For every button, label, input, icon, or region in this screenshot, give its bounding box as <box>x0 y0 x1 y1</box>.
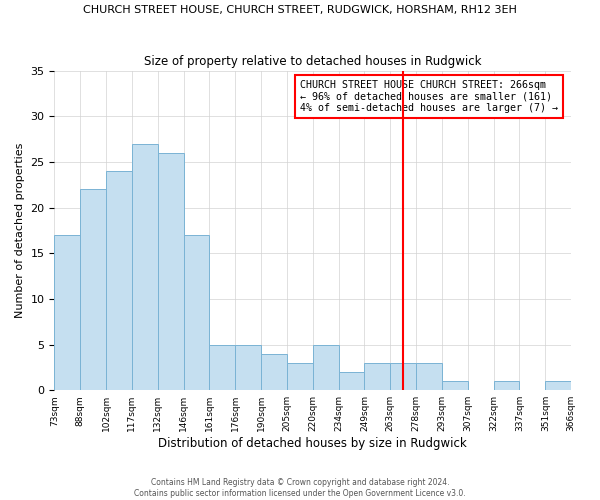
Bar <box>55 235 80 390</box>
X-axis label: Distribution of detached houses by size in Rudgwick: Distribution of detached houses by size … <box>158 437 467 450</box>
Bar <box>235 344 261 390</box>
Bar <box>313 344 338 390</box>
Bar <box>80 190 106 390</box>
Bar <box>416 363 442 390</box>
Title: Size of property relative to detached houses in Rudgwick: Size of property relative to detached ho… <box>144 55 482 68</box>
Text: CHURCH STREET HOUSE CHURCH STREET: 266sqm
← 96% of detached houses are smaller (: CHURCH STREET HOUSE CHURCH STREET: 266sq… <box>300 80 558 114</box>
Bar <box>390 363 416 390</box>
Bar <box>442 381 468 390</box>
Bar <box>364 363 390 390</box>
Bar <box>106 171 132 390</box>
Bar <box>209 344 235 390</box>
Bar <box>158 153 184 390</box>
Bar <box>132 144 158 390</box>
Bar <box>287 363 313 390</box>
Y-axis label: Number of detached properties: Number of detached properties <box>15 142 25 318</box>
Bar <box>184 235 209 390</box>
Bar <box>261 354 287 390</box>
Text: CHURCH STREET HOUSE, CHURCH STREET, RUDGWICK, HORSHAM, RH12 3EH: CHURCH STREET HOUSE, CHURCH STREET, RUDG… <box>83 5 517 15</box>
Bar <box>494 381 520 390</box>
Text: Contains HM Land Registry data © Crown copyright and database right 2024.
Contai: Contains HM Land Registry data © Crown c… <box>134 478 466 498</box>
Bar <box>338 372 364 390</box>
Bar <box>545 381 571 390</box>
